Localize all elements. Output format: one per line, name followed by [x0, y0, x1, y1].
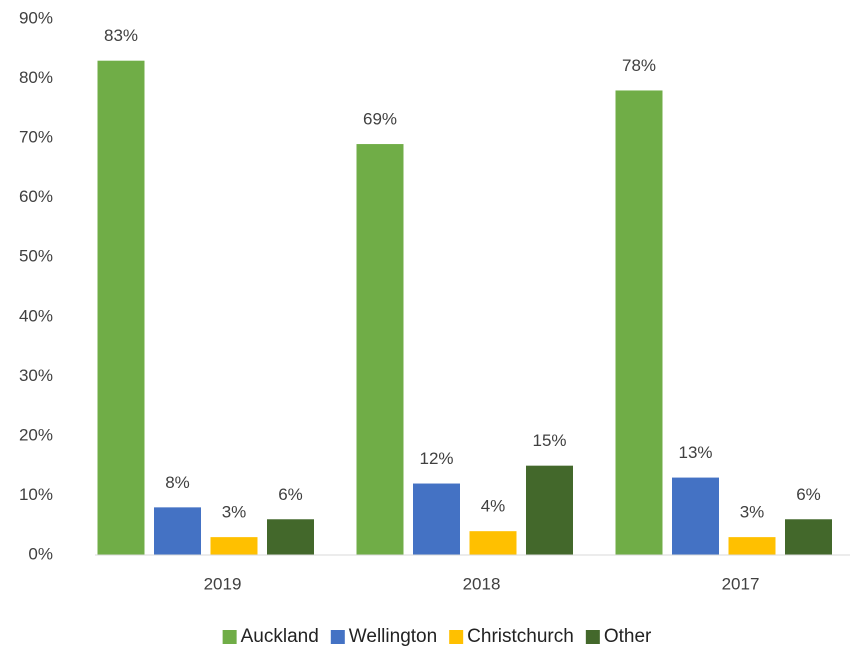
- bar: [785, 519, 832, 555]
- legend-label: Wellington: [349, 626, 437, 647]
- y-tick-label: 10%: [19, 485, 53, 504]
- bar: [97, 60, 145, 555]
- y-tick-label: 50%: [19, 247, 53, 266]
- data-label: 8%: [165, 473, 190, 492]
- bar: [154, 507, 201, 555]
- legend-swatch: [585, 630, 600, 644]
- legend-swatch: [330, 630, 345, 644]
- legend-label: Auckland: [241, 626, 319, 647]
- legend: Auckland Wellington Christchurch Other: [222, 626, 652, 647]
- legend-swatch: [449, 630, 464, 644]
- data-label: 3%: [740, 503, 765, 522]
- bar: [210, 537, 258, 555]
- bar: [413, 483, 460, 555]
- bar: [356, 144, 404, 556]
- bar: [267, 519, 314, 555]
- y-tick-label: 80%: [19, 68, 53, 87]
- legend-label: Christchurch: [467, 626, 574, 647]
- y-tick-label: 60%: [19, 187, 53, 206]
- y-tick-label: 0%: [28, 544, 53, 563]
- bar: [526, 465, 573, 555]
- y-tick-label: 90%: [19, 8, 53, 27]
- y-tick-label: 30%: [19, 366, 53, 385]
- x-tick-label: 2017: [722, 574, 760, 593]
- y-tick-label: 20%: [19, 425, 53, 444]
- x-tick-label: 2018: [463, 574, 501, 593]
- data-label: 6%: [796, 485, 821, 504]
- data-label: 13%: [678, 443, 712, 462]
- data-label: 78%: [622, 56, 656, 75]
- data-label: 4%: [481, 497, 506, 516]
- data-label: 15%: [532, 431, 566, 450]
- data-label: 6%: [278, 485, 303, 504]
- data-label: 12%: [419, 449, 453, 468]
- bar: [615, 90, 663, 555]
- data-label: 69%: [363, 110, 397, 129]
- data-label: 3%: [222, 503, 247, 522]
- y-tick-label: 40%: [19, 306, 53, 325]
- data-label: 83%: [104, 26, 138, 45]
- legend-label: Other: [604, 626, 652, 647]
- legend-swatch: [222, 630, 237, 644]
- bar: [728, 537, 776, 555]
- bar: [672, 477, 719, 555]
- bar: [469, 531, 517, 555]
- x-tick-label: 2019: [204, 574, 242, 593]
- y-tick-label: 70%: [19, 128, 53, 147]
